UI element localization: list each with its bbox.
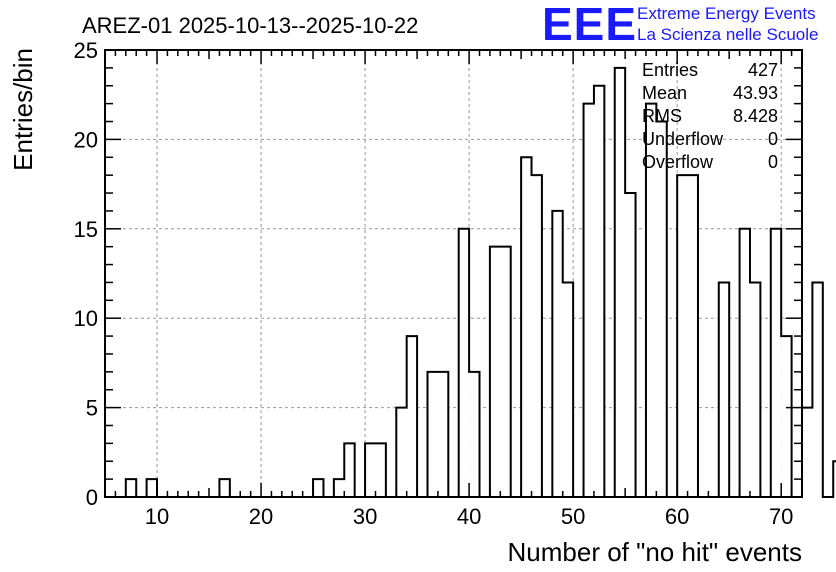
x-tick-label: 30 xyxy=(353,504,377,529)
histogram-bar xyxy=(489,246,501,497)
plot-frame xyxy=(104,49,803,498)
histogram-bar xyxy=(469,371,480,497)
chart-title: AREZ-01 2025-10-13--2025-10-22 xyxy=(82,13,418,38)
stats-label: RMS xyxy=(642,106,682,126)
histogram-bar xyxy=(656,121,667,498)
logo-mark: EEE xyxy=(542,0,637,50)
histogram-bar xyxy=(614,67,626,497)
histogram-bar xyxy=(427,371,438,497)
histogram-bar xyxy=(458,228,470,498)
histogram-bar xyxy=(739,228,750,498)
x-tick-label: 50 xyxy=(561,504,585,529)
y-tick-label: 10 xyxy=(74,306,98,331)
x-tick-labels: 10 20 30 40 50 60 70 xyxy=(145,504,794,529)
stats-value: 427 xyxy=(748,60,778,80)
y-tick-label: 15 xyxy=(74,217,98,242)
histogram-bar xyxy=(833,461,836,497)
histogram-bar xyxy=(625,193,636,498)
stats-label: Overflow xyxy=(642,152,714,172)
y-tick-labels: 0 5 10 15 20 25 xyxy=(74,38,98,510)
histogram-bar xyxy=(500,246,511,497)
histogram-bar xyxy=(687,175,698,497)
axis-ticks xyxy=(104,49,803,498)
histogram-bar xyxy=(437,371,449,497)
stats-value: 8.428 xyxy=(733,106,778,126)
histogram-bar xyxy=(146,479,158,497)
histogram-bar xyxy=(396,407,407,497)
logo-line2: La Scienza nelle Scuole xyxy=(637,25,818,44)
histogram-bar xyxy=(521,157,532,497)
x-tick-label: 60 xyxy=(665,504,689,529)
histogram-bar xyxy=(593,85,605,497)
histogram-bar xyxy=(583,103,594,497)
logo-line1: Extreme Energy Events xyxy=(637,4,816,23)
histogram-bar xyxy=(365,443,376,497)
histogram-bars xyxy=(105,66,836,498)
histogram-bar xyxy=(531,175,542,497)
histogram-bar xyxy=(781,336,792,497)
stats-value: 0 xyxy=(768,152,778,172)
histogram-bar xyxy=(375,443,386,497)
histogram-bar xyxy=(677,175,688,497)
stats-label: Entries xyxy=(642,60,698,80)
stats-value: 43.93 xyxy=(733,83,778,103)
histogram-bar xyxy=(552,210,563,498)
x-axis-label: Number of "no hit" events xyxy=(508,537,803,567)
y-axis-label: Entries/bin xyxy=(8,48,38,171)
histogram-bar xyxy=(812,282,823,497)
y-tick-label: 20 xyxy=(74,127,98,152)
x-tick-label: 70 xyxy=(769,504,793,529)
histogram-bar xyxy=(125,479,137,497)
stats-value: 0 xyxy=(768,129,778,149)
x-tick-label: 20 xyxy=(249,504,273,529)
eee-logo: EEE Extreme Energy Events La Scienza nel… xyxy=(542,0,818,50)
y-tick-label: 5 xyxy=(86,396,98,421)
histogram-bar xyxy=(562,282,574,497)
histogram-bar xyxy=(749,282,761,497)
histogram-bar xyxy=(718,282,730,497)
histogram-bar xyxy=(219,479,230,497)
y-tick-label: 0 xyxy=(86,485,98,510)
stats-label: Underflow xyxy=(642,129,724,149)
histogram-bar xyxy=(802,407,813,497)
histogram-bar xyxy=(645,103,657,497)
histogram-bar xyxy=(333,479,345,497)
histogram-bar xyxy=(770,228,782,498)
histogram-bar xyxy=(406,336,418,497)
x-tick-label: 40 xyxy=(457,504,481,529)
stats-label: Mean xyxy=(642,83,687,103)
y-tick-label: 25 xyxy=(74,38,98,63)
histogram-bar xyxy=(344,443,355,497)
x-tick-label: 10 xyxy=(145,504,169,529)
histogram-bar xyxy=(313,479,324,497)
stats-box: Entries 427 Mean 43.93 RMS 8.428 Underflow 0 Ove… xyxy=(642,60,778,172)
